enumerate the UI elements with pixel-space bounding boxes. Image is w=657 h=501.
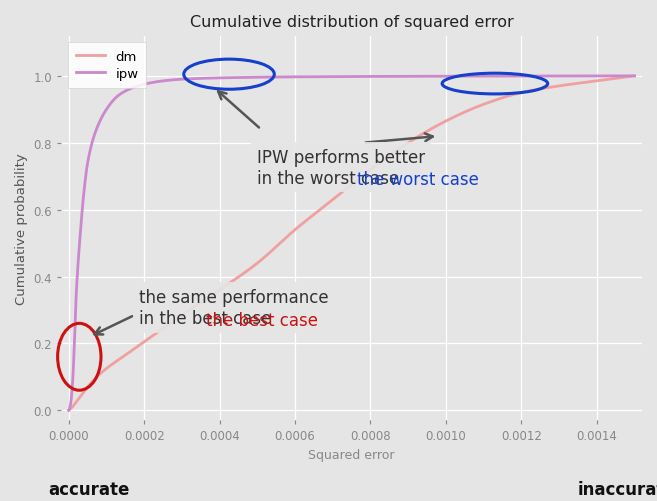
Text: the worst case: the worst case xyxy=(357,171,478,189)
ipw xyxy=(510,74,518,80)
dm xyxy=(340,188,348,194)
dm xyxy=(614,76,622,82)
ipw xyxy=(325,75,332,81)
dm xyxy=(510,92,518,98)
X-axis label: Squared error: Squared error xyxy=(308,448,395,461)
ipw xyxy=(614,74,622,80)
dm xyxy=(94,373,102,379)
Y-axis label: Cumulative probability: Cumulative probability xyxy=(15,153,28,304)
dm xyxy=(325,200,332,206)
Text: inaccurate: inaccurate xyxy=(578,480,657,498)
ipw xyxy=(65,407,73,413)
Text: accurate: accurate xyxy=(48,480,129,498)
ipw xyxy=(340,75,348,81)
ipw xyxy=(94,124,102,130)
Title: Cumulative distribution of squared error: Cumulative distribution of squared error xyxy=(190,15,514,30)
Line: dm: dm xyxy=(69,77,635,410)
ipw xyxy=(631,74,639,80)
Text: IPW performs better
in the worst case: IPW performs better in the worst case xyxy=(258,148,426,187)
Line: ipw: ipw xyxy=(69,77,635,410)
dm xyxy=(631,74,639,80)
Text: the same performance
in the best case: the same performance in the best case xyxy=(139,289,328,327)
ipw xyxy=(614,74,622,80)
dm xyxy=(65,407,73,413)
Legend: dm, ipw: dm, ipw xyxy=(68,43,147,89)
dm xyxy=(614,76,622,82)
Text: the best case: the best case xyxy=(206,311,317,329)
